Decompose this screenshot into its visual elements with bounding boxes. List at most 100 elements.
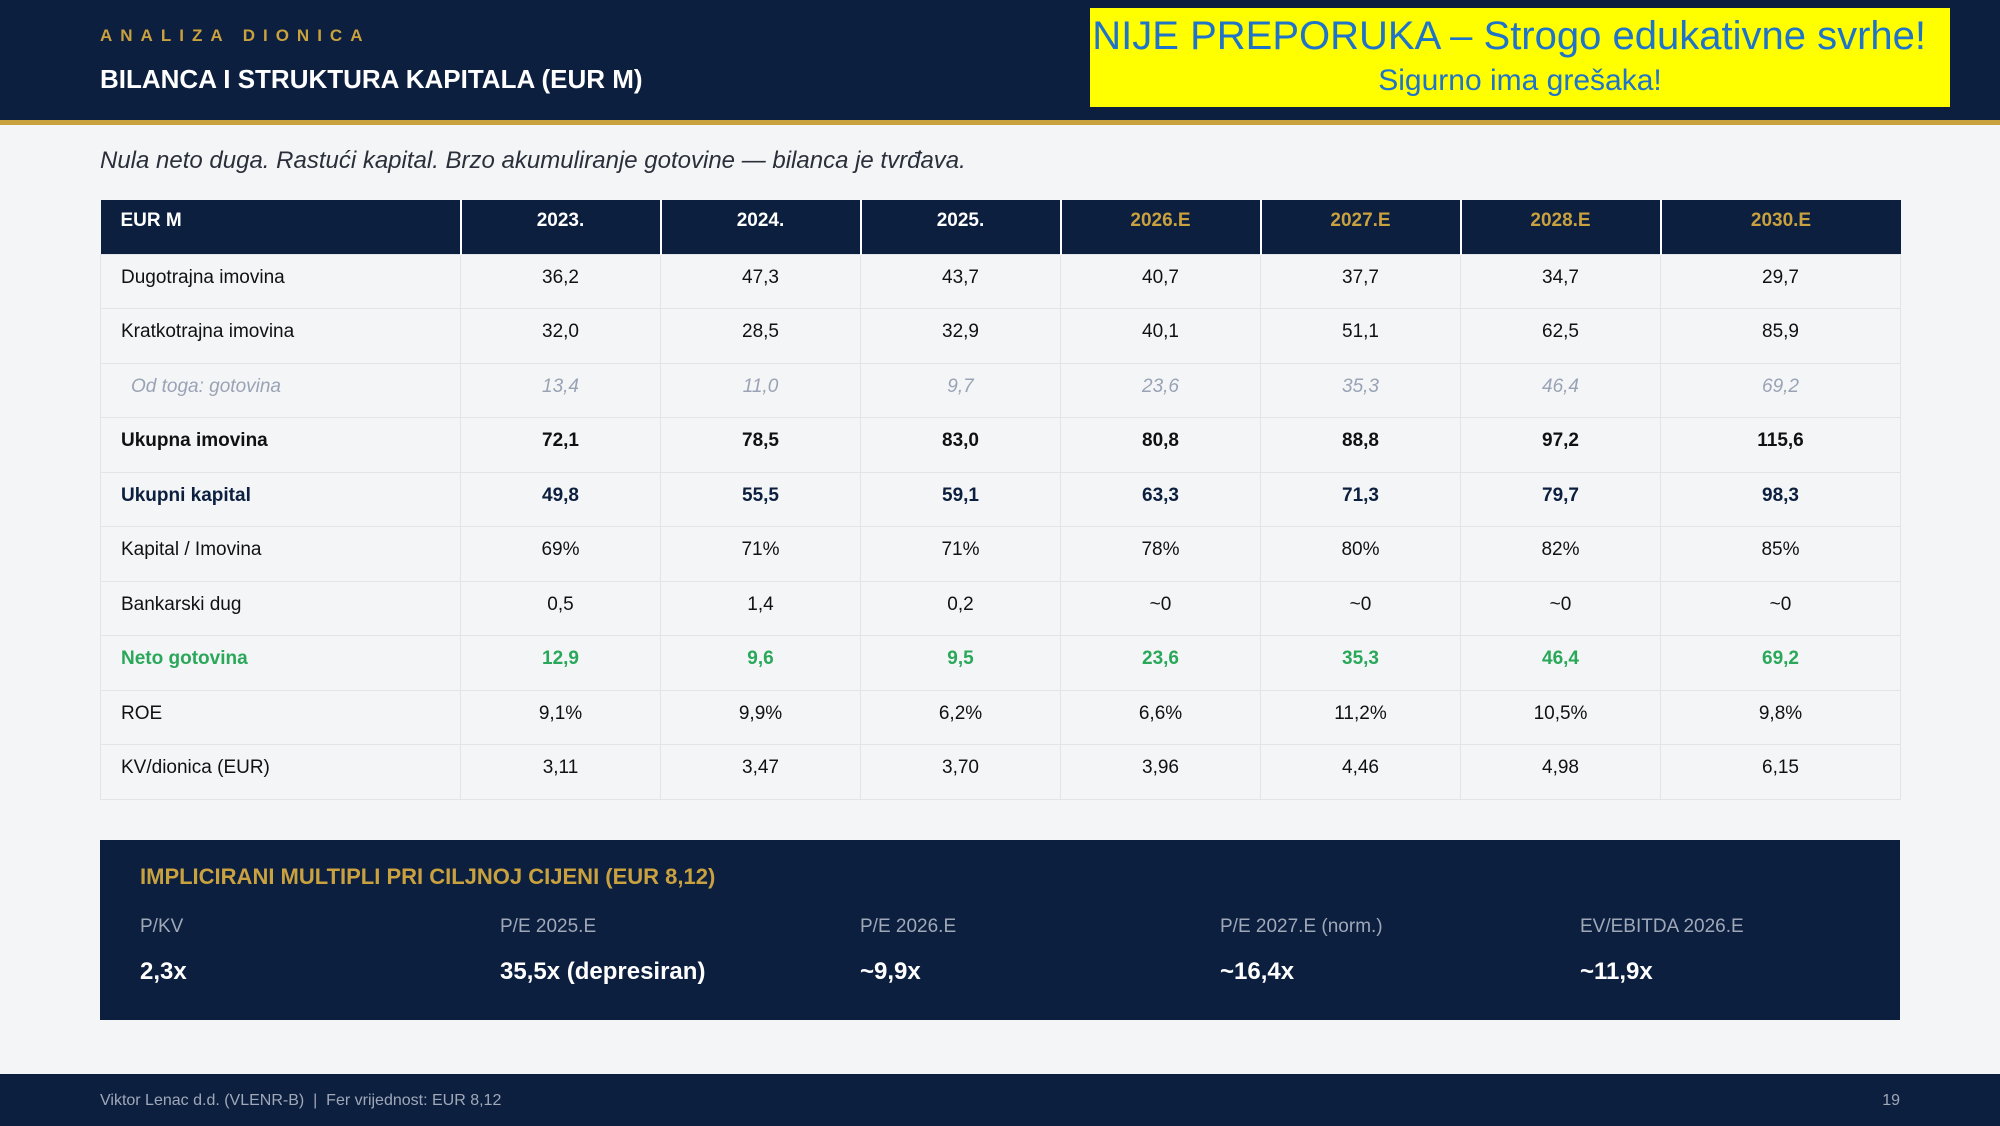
row-label: ROE: [100, 689, 461, 745]
table-row: Bankarski dug 0,5 1,4 0,2 ~0 ~0 ~0 ~0: [100, 580, 1901, 636]
page-title: BILANCA I STRUKTURA KAPITALA (EUR M): [100, 64, 643, 94]
multiple-item: P/E 2025.E 35,5x (depresiran): [500, 916, 840, 986]
table-cell: 79,7: [1460, 471, 1661, 527]
table-cell: 49,8: [460, 471, 661, 527]
table-cell: 47,3: [660, 253, 861, 309]
column-header-estimate: 2028.E: [1460, 200, 1662, 254]
column-header: 2024.: [660, 200, 862, 254]
table-cell: 35,3: [1260, 635, 1461, 691]
table-cell: 11,2%: [1260, 689, 1461, 745]
table-cell: 3,47: [660, 744, 861, 800]
table-cell: 9,9%: [660, 689, 861, 745]
table-cell: ~0: [1660, 580, 1901, 636]
table-cell: 69,2: [1660, 362, 1901, 418]
table-row: ROE 9,1% 9,9% 6,2% 6,6% 11,2% 10,5% 9,8%: [100, 689, 1901, 745]
column-header-estimate: 2030.E: [1660, 200, 1901, 254]
table-cell: 88,8: [1260, 417, 1461, 473]
table-cell: 85%: [1660, 526, 1901, 582]
table-cell: 6,15: [1660, 744, 1901, 800]
table-cell: 46,4: [1460, 635, 1661, 691]
multiple-label: P/E 2027.E (norm.): [1220, 916, 1383, 937]
table-cell: 46,4: [1460, 362, 1661, 418]
table-row: Neto gotovina 12,9 9,6 9,5 23,6 35,3 46,4 69,2: [100, 635, 1901, 691]
table-cell: 40,7: [1060, 253, 1261, 309]
table-cell: 80,8: [1060, 417, 1261, 473]
table-cell: 12,9: [460, 635, 661, 691]
table-cell: 6,6%: [1060, 689, 1261, 745]
column-header: 2023.: [460, 200, 662, 254]
row-label: Kratkotrajna imovina: [100, 308, 461, 364]
table-cell: 59,1: [860, 471, 1061, 527]
footer-bar: Viktor Lenac d.d. (VLENR-B) | Fer vrijed…: [0, 1074, 2000, 1126]
table-cell: 63,3: [1060, 471, 1261, 527]
table-cell: 55,5: [660, 471, 861, 527]
table-cell: 32,9: [860, 308, 1061, 364]
table-cell: 71%: [860, 526, 1061, 582]
slide-subtitle: Nula neto duga. Rastući kapital. Brzo ak…: [100, 147, 966, 174]
table-cell: 115,6: [1660, 417, 1901, 473]
table-cell: 85,9: [1660, 308, 1901, 364]
header-bar: ANALIZA DIONICA BILANCA I STRUKTURA KAPI…: [0, 0, 2000, 120]
disclaimer-sub-text: Sigurno ima grešaka!: [1378, 64, 1662, 97]
table-cell: ~0: [1260, 580, 1461, 636]
table-cell: 28,5: [660, 308, 861, 364]
table-cell: 69,2: [1660, 635, 1901, 691]
row-label: Neto gotovina: [100, 635, 461, 691]
multiple-value: ~11,9x: [1580, 958, 1653, 985]
table-cell: ~0: [1060, 580, 1261, 636]
table-cell: 0,5: [460, 580, 661, 636]
multiple-label: EV/EBITDA 2026.E: [1580, 916, 1744, 937]
column-header: 2025.: [860, 200, 1062, 254]
table-cell: 82%: [1460, 526, 1661, 582]
table-cell: 34,7: [1460, 253, 1661, 309]
table-cell: 80%: [1260, 526, 1461, 582]
table-row: Ukupni kapital 49,8 55,5 59,1 63,3 71,3 79,7 98…: [100, 471, 1901, 527]
header-accent-line: [0, 120, 2000, 125]
table-cell: 9,8%: [1660, 689, 1901, 745]
multiple-value: 2,3x: [140, 958, 187, 985]
table-cell: 69%: [460, 526, 661, 582]
table-row: Kapital / Imovina 69% 71% 71% 78% 80% 82% 85%: [100, 526, 1901, 582]
table-cell: 1,4: [660, 580, 861, 636]
section-eyebrow: ANALIZA DIONICA: [100, 26, 371, 45]
table-cell: 9,7: [860, 362, 1061, 418]
table-cell: ~0: [1460, 580, 1661, 636]
table-cell: 4,46: [1260, 744, 1461, 800]
table-cell: 3,11: [460, 744, 661, 800]
row-label: Kapital / Imovina: [100, 526, 461, 582]
table-cell: 32,0: [460, 308, 661, 364]
table-cell: 9,6: [660, 635, 861, 691]
multiple-item: P/KV 2,3x: [140, 916, 480, 986]
table-cell: 23,6: [1060, 362, 1261, 418]
table-cell: 78,5: [660, 417, 861, 473]
table-cell: 3,70: [860, 744, 1061, 800]
multiple-value: ~16,4x: [1220, 958, 1295, 985]
multiple-item: EV/EBITDA 2026.E ~11,9x: [1580, 916, 1920, 986]
row-label: Ukupna imovina: [100, 417, 461, 473]
table-cell: 71%: [660, 526, 861, 582]
table-cell: 98,3: [1660, 471, 1901, 527]
balance-sheet-table: EUR M 2023. 2024. 2025. 2026.E 2027.E 20…: [100, 200, 1901, 800]
table-cell: 43,7: [860, 253, 1061, 309]
table-cell: 9,5: [860, 635, 1061, 691]
table-cell: 97,2: [1460, 417, 1661, 473]
multiple-item: P/E 2026.E ~9,9x: [860, 916, 1200, 986]
table-cell: 83,0: [860, 417, 1061, 473]
row-label: KV/dionica (EUR): [100, 744, 461, 800]
table-header-row: EUR M 2023. 2024. 2025. 2026.E 2027.E 20…: [100, 200, 1901, 254]
multiple-label: P/KV: [140, 916, 184, 937]
table-cell: 6,2%: [860, 689, 1061, 745]
multiple-value: 35,5x (depresiran): [500, 958, 706, 985]
table-cell: 78%: [1060, 526, 1261, 582]
page-number: 19: [1882, 1092, 1900, 1109]
table-cell: 72,1: [460, 417, 661, 473]
row-label: Od toga: gotovina: [100, 362, 461, 418]
table-cell: 4,98: [1460, 744, 1661, 800]
disclaimer-box: NIJE PREPORUKA – Strogo edukativne svrhe…: [1090, 8, 1950, 107]
implied-multiples-panel: IMPLICIRANI MULTIPLI PRI CILJNOJ CIJENI …: [100, 840, 1900, 1020]
row-label: Bankarski dug: [100, 580, 461, 636]
table-cell: 13,4: [460, 362, 661, 418]
table-row: Kratkotrajna imovina 32,0 28,5 32,9 40,1 51,1…: [100, 308, 1901, 364]
row-label: Ukupni kapital: [100, 471, 461, 527]
table-cell: 36,2: [460, 253, 661, 309]
